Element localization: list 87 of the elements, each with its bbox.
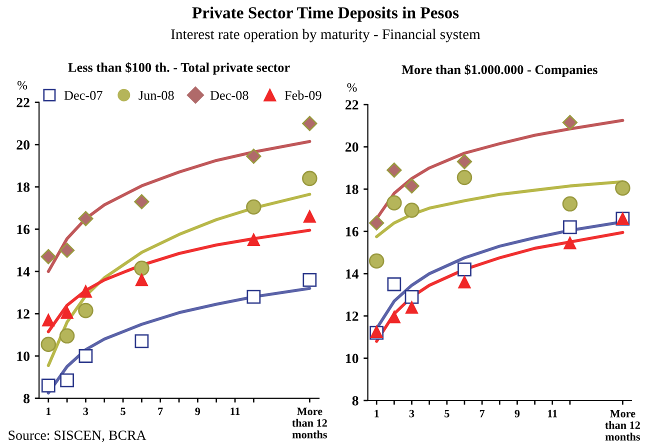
point bbox=[406, 301, 418, 314]
point bbox=[60, 373, 74, 388]
point bbox=[42, 314, 55, 326]
point bbox=[134, 260, 150, 276]
point bbox=[404, 202, 420, 218]
point bbox=[458, 262, 472, 276]
y-axis-title: % bbox=[17, 81, 28, 90]
y-tick-label: 16 bbox=[17, 224, 30, 234]
x-tick-label: 7 bbox=[158, 408, 163, 416]
x-tick-label: 5 bbox=[444, 410, 450, 418]
x-tick-label: 1 bbox=[46, 408, 51, 416]
point bbox=[59, 328, 75, 344]
point bbox=[563, 220, 577, 234]
x-tick-label: 9 bbox=[514, 410, 520, 418]
point bbox=[78, 302, 94, 318]
text: Interest rate operation by maturity - Financial system bbox=[171, 28, 480, 42]
y-tick-label: 18 bbox=[346, 184, 358, 194]
y-tick-label: 22 bbox=[16, 98, 30, 108]
y-tick-label: 12 bbox=[346, 312, 358, 321]
point bbox=[615, 180, 630, 196]
point bbox=[135, 274, 148, 286]
point bbox=[386, 195, 402, 211]
point bbox=[302, 272, 317, 287]
y-tick-label: 10 bbox=[17, 352, 30, 361]
legend-label: Dec-08 bbox=[210, 90, 248, 100]
y-tick-label: 20 bbox=[16, 140, 30, 150]
point bbox=[78, 211, 94, 226]
point bbox=[41, 378, 56, 393]
point bbox=[246, 290, 261, 304]
point bbox=[368, 253, 384, 269]
point bbox=[59, 242, 75, 258]
x-tick-label: 11 bbox=[230, 408, 240, 416]
y-tick-label: 14 bbox=[17, 267, 30, 276]
legend-label: Dec-07 bbox=[64, 90, 102, 100]
x-tick-label: 5 bbox=[120, 408, 126, 416]
point bbox=[562, 114, 578, 130]
x-tick-label: 11 bbox=[548, 410, 558, 418]
point bbox=[369, 215, 384, 231]
point bbox=[388, 310, 400, 324]
point bbox=[386, 162, 402, 178]
point bbox=[40, 249, 56, 264]
point bbox=[404, 178, 420, 194]
x-tick-label: 9 bbox=[195, 408, 200, 416]
point bbox=[78, 349, 93, 363]
point bbox=[246, 199, 262, 215]
point bbox=[387, 277, 402, 292]
x-tick-label: More than 12 months bbox=[605, 410, 640, 441]
y-axis-title: % bbox=[347, 83, 357, 92]
y-tick-label: 8 bbox=[352, 396, 358, 406]
point bbox=[456, 154, 472, 170]
point bbox=[40, 336, 56, 352]
y-tick-label: 8 bbox=[24, 394, 30, 404]
x-tick-label: 7 bbox=[480, 410, 485, 418]
point bbox=[404, 290, 419, 304]
point bbox=[302, 170, 318, 186]
point bbox=[302, 116, 318, 132]
y-tick-label: 16 bbox=[346, 227, 358, 236]
line-series bbox=[375, 230, 624, 343]
chart-title: Less than $100 th. - Total private sector bbox=[68, 62, 290, 75]
chart-title: More than $1.000.000 - Companies bbox=[402, 64, 598, 77]
text: Private Sector Time Deposits in Pesos bbox=[192, 6, 459, 22]
point bbox=[247, 233, 260, 246]
line-series bbox=[46, 140, 312, 273]
y-tick-label: 10 bbox=[346, 354, 358, 364]
legend-label: Feb-09 bbox=[284, 90, 322, 100]
x-tick-label: More than 12 months bbox=[292, 408, 327, 438]
y-tick-label: 20 bbox=[345, 142, 358, 152]
point bbox=[456, 170, 472, 186]
x-tick-label: 3 bbox=[83, 408, 88, 416]
point bbox=[134, 334, 149, 348]
x-tick-label: 1 bbox=[374, 410, 379, 418]
y-tick-label: 12 bbox=[17, 309, 30, 319]
point bbox=[303, 210, 316, 223]
point bbox=[134, 194, 150, 210]
point bbox=[562, 196, 578, 212]
x-tick-label: 3 bbox=[409, 410, 414, 418]
point bbox=[564, 236, 576, 250]
point bbox=[60, 306, 74, 319]
line-series bbox=[46, 192, 312, 368]
point bbox=[458, 276, 471, 288]
y-tick-label: 22 bbox=[345, 100, 358, 110]
y-tick-label: 14 bbox=[346, 269, 359, 278]
legend-label: Jun-08 bbox=[138, 90, 174, 100]
point bbox=[79, 285, 92, 298]
y-tick-label: 18 bbox=[17, 182, 30, 192]
point bbox=[246, 148, 262, 164]
source-note: Source: SISCEN, BCRA bbox=[8, 430, 146, 442]
